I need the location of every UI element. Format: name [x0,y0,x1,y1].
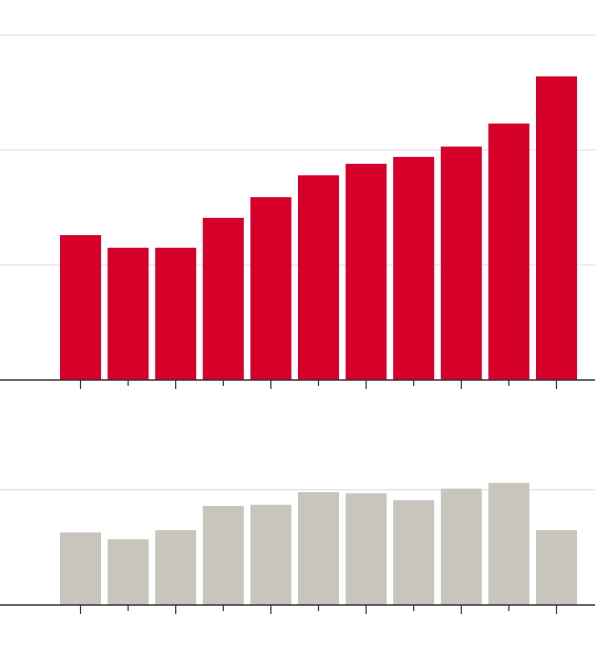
bar [202,505,244,605]
bar [345,493,387,605]
bar [250,504,292,605]
bar [536,76,577,381]
bar [250,197,292,380]
bar [107,539,149,605]
bar [440,146,482,380]
bar [202,217,244,380]
bar [298,175,339,380]
bar [107,247,149,380]
bar [345,163,387,380]
bar [298,492,339,605]
bar [60,235,101,380]
bar [393,156,435,380]
bar [440,488,482,605]
bar [488,482,530,605]
bar [536,530,577,605]
bar [155,247,197,380]
bar [155,530,197,605]
bar [488,123,530,381]
bar [60,532,101,605]
bar [393,500,435,605]
